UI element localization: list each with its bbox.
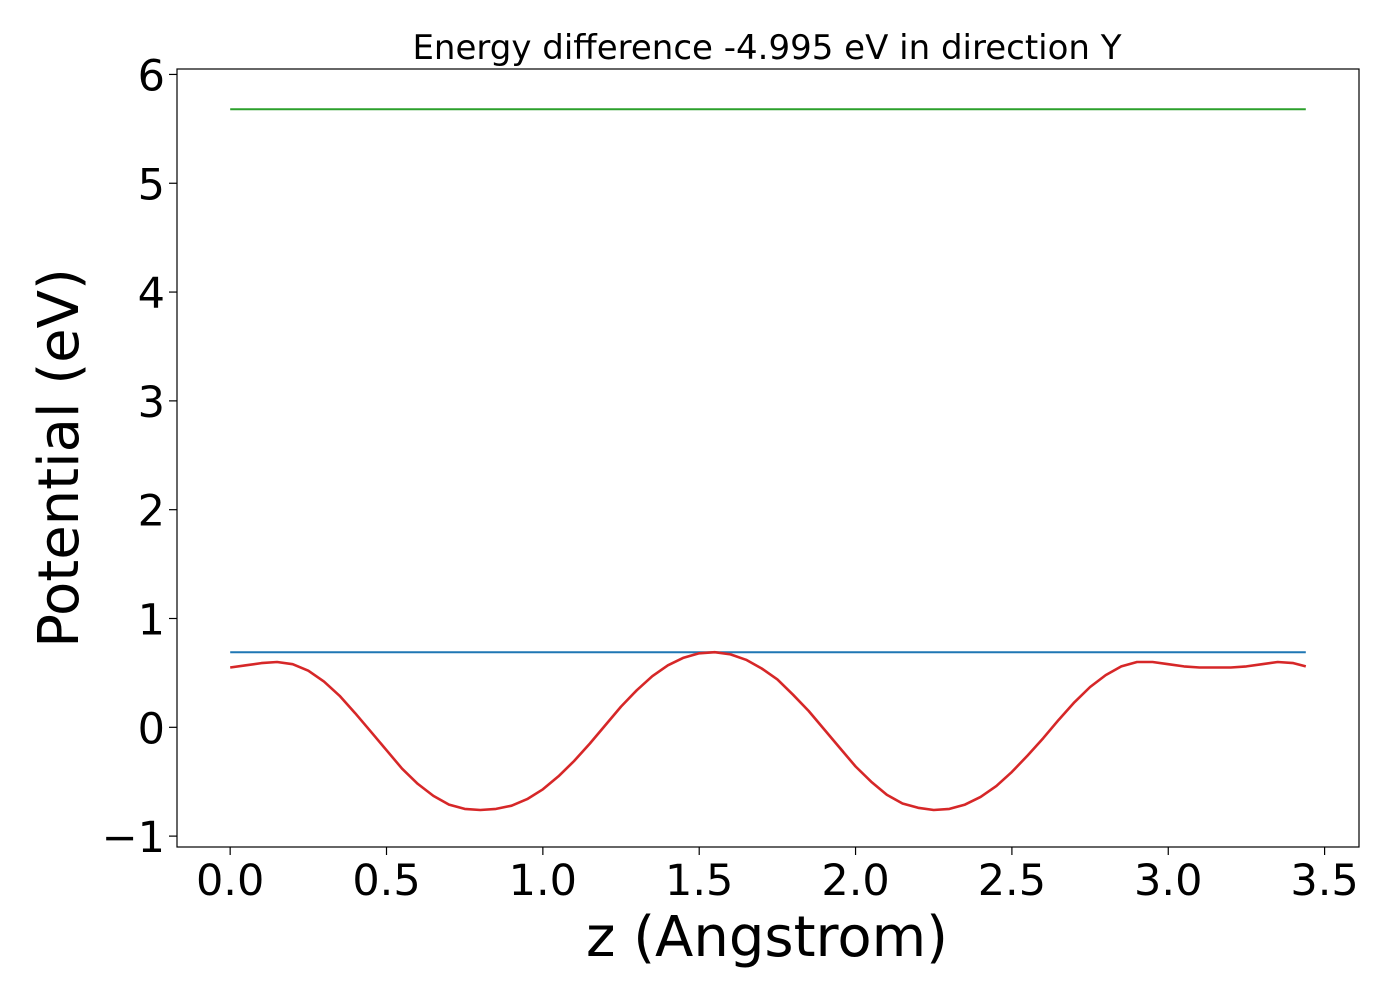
y-axis-label: Potential (eV) bbox=[27, 268, 92, 648]
y-tick-label: 0 bbox=[138, 704, 165, 754]
x-tick-label: 1.5 bbox=[665, 856, 733, 906]
plot-lines bbox=[230, 108, 1307, 812]
x-tick-label: 2.0 bbox=[821, 856, 889, 906]
plot-frame bbox=[176, 68, 1360, 848]
x-tick-label: 2.5 bbox=[978, 856, 1046, 906]
chart-title: Energy difference -4.995 eV in direction… bbox=[412, 28, 1121, 68]
y-tick-label: 4 bbox=[138, 269, 165, 319]
y-tick-label: −1 bbox=[102, 813, 165, 863]
y-tick-label: 6 bbox=[138, 51, 165, 101]
y-tick-label: 3 bbox=[138, 378, 165, 428]
y-tick-label: 2 bbox=[138, 487, 165, 537]
x-tick-label: 3.0 bbox=[1134, 856, 1202, 906]
series-line-2 bbox=[230, 650, 1307, 812]
x-tick-label: 0.5 bbox=[352, 856, 420, 906]
x-axis-label: z (Angstrom) bbox=[586, 905, 948, 970]
x-tick-label: 0.0 bbox=[196, 856, 264, 906]
y-tick-label: 1 bbox=[138, 595, 165, 645]
y-axis: −1 0 1 2 3 4 5 6 bbox=[102, 51, 177, 863]
x-axis: 0.0 0.5 1.0 1.5 2.0 2.5 3.0 3.5 bbox=[196, 847, 1359, 906]
x-tick-label: 1.0 bbox=[509, 856, 577, 906]
y-tick-label: 5 bbox=[138, 160, 165, 210]
x-tick-label: 3.5 bbox=[1290, 856, 1358, 906]
